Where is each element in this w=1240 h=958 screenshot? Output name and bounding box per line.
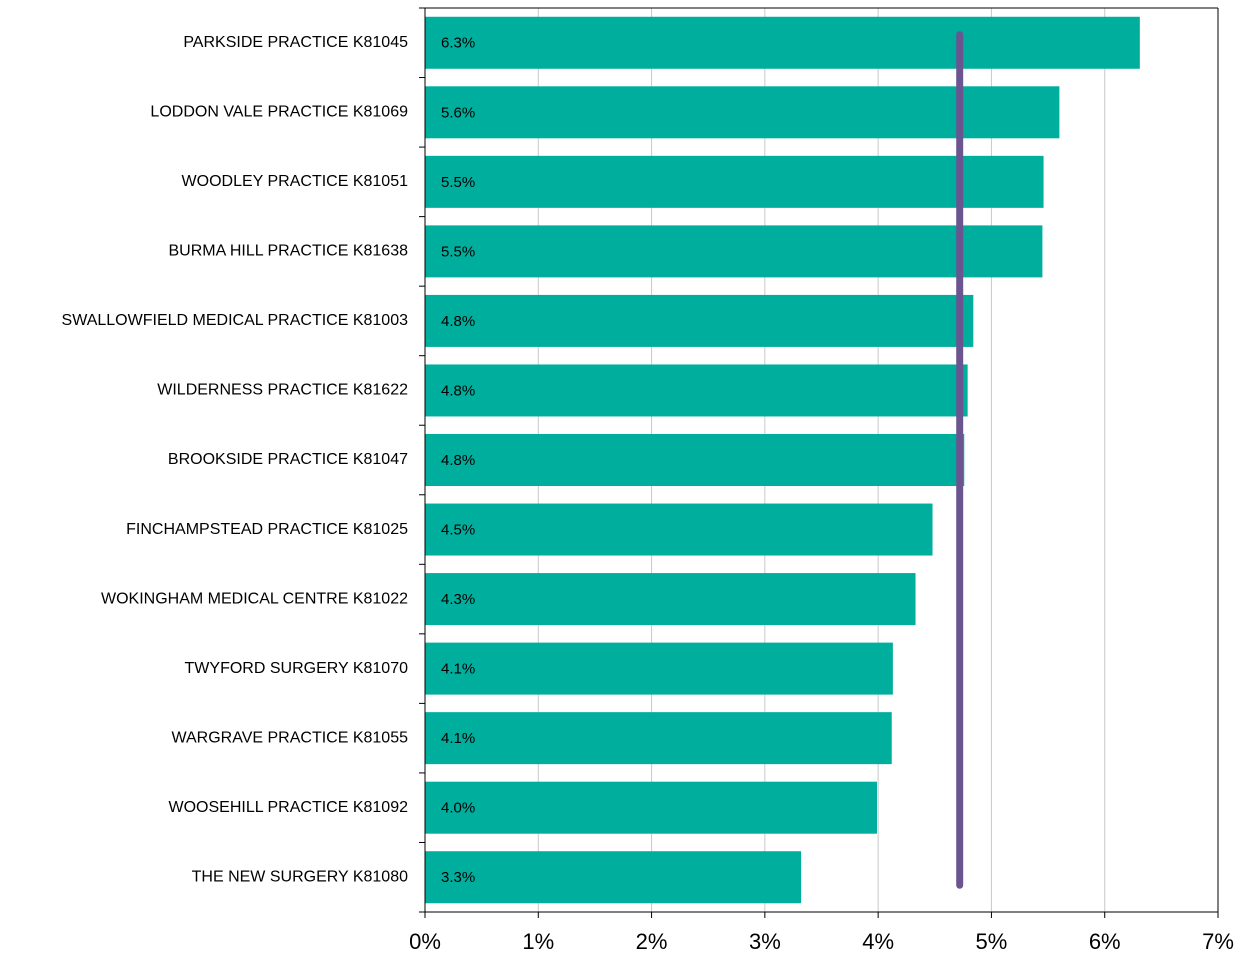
data-label: 4.8% [441,382,475,399]
y-tick-label: BURMA HILL PRACTICE K81638 [169,243,409,260]
y-tick-label: THE NEW SURGERY K81080 [192,868,408,885]
x-tick-label: 6% [1089,929,1121,954]
data-label: 4.0% [441,800,475,817]
data-label: 4.5% [441,522,475,539]
data-label: 4.8% [441,452,475,469]
bar [425,155,1044,208]
bar [425,86,1060,139]
y-tick-label: SWALLOWFIELD MEDICAL PRACTICE K81003 [62,312,409,329]
y-tick-label: TWYFORD SURGERY K81070 [185,660,409,677]
bar [425,573,916,626]
x-tick-label: 2% [636,929,668,954]
y-tick-label: FINCHAMPSTEAD PRACTICE K81025 [126,521,408,538]
x-tick-label: 4% [862,929,894,954]
x-tick-label: 1% [522,929,554,954]
data-label: 5.5% [441,243,475,260]
y-tick-label: WOOSEHILL PRACTICE K81092 [169,799,409,816]
data-label: 5.5% [441,174,475,191]
x-tick-label: 7% [1202,929,1234,954]
data-label: 4.1% [441,661,475,678]
data-label: 4.1% [441,730,475,747]
bar [425,851,802,904]
data-label: 4.3% [441,591,475,608]
bar [425,434,965,486]
y-tick-label: WARGRAVE PRACTICE K81055 [171,729,408,746]
y-tick-label: WILDERNESS PRACTICE K81622 [157,382,408,399]
data-label: 4.8% [441,313,475,330]
y-tick-label: WOKINGHAM MEDICAL CENTRE K81022 [101,590,408,607]
y-tick-label: BROOKSIDE PRACTICE K81047 [168,451,408,468]
x-tick-label: 0% [409,929,441,954]
bar [425,294,974,347]
data-label: 6.3% [441,35,475,52]
data-label: 3.3% [441,869,475,886]
bar [425,16,1140,69]
bar [425,364,968,417]
data-label: 5.6% [441,104,475,121]
bar [425,225,1043,278]
y-tick-label: WOODLEY PRACTICE K81051 [182,173,409,190]
x-tick-label: 3% [749,929,781,954]
bar [425,712,892,765]
y-tick-label: PARKSIDE PRACTICE K81045 [183,34,408,51]
y-tick-label: LODDON VALE PRACTICE K81069 [150,104,408,121]
bar [425,642,893,695]
x-tick-label: 5% [976,929,1008,954]
bar [425,503,933,556]
bar [425,781,878,834]
